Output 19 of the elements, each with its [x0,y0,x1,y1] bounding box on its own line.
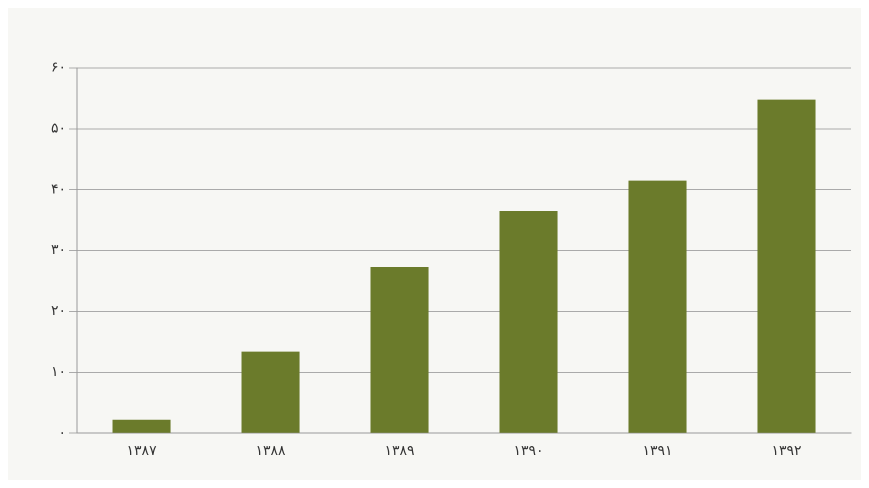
y-tick-label: ۲۰ [50,303,66,320]
bar [112,420,171,433]
y-tick-label: ۳۰ [50,242,66,258]
bar [370,267,429,433]
y-tick-label: ۴۰ [50,181,66,198]
y-tick-label: ۱۰ [50,364,66,380]
y-tick-label: ۶۰ [50,60,66,76]
bar [628,180,687,433]
x-tick-label: ۱۳۹۱ [642,443,673,460]
bar [242,352,300,433]
y-tick-label: ۰ [58,424,66,441]
x-tick-label: ۱۳۸۹ [384,443,415,460]
bar [757,100,816,433]
x-tick-label: ۱۳۹۰ [513,443,544,460]
y-tick-label: ۵۰ [50,120,66,137]
x-tick-label: ۱۳۸۸ [255,443,286,460]
x-tick-label: ۱۳۸۷ [126,443,158,460]
bar [499,211,558,433]
x-tick-label: ۱۳۹۲ [771,443,802,460]
